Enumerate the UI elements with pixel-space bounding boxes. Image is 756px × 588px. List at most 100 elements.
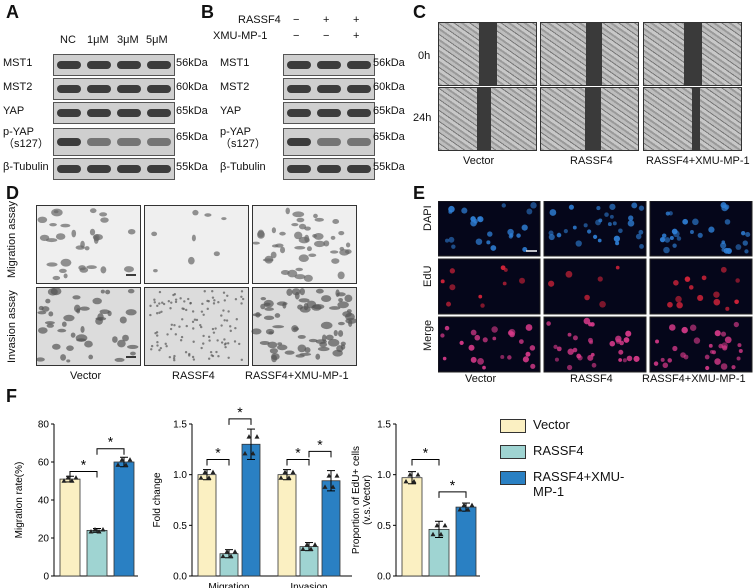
- a-band: [147, 61, 171, 69]
- a-band: [117, 61, 141, 69]
- col-rassf4: RASSF4: [172, 370, 215, 382]
- cell-mark: [299, 288, 305, 296]
- cell-mark: [211, 327, 215, 331]
- cell-mark: [270, 251, 277, 259]
- col-5um: 5μM: [146, 34, 168, 46]
- cell-mark: [47, 288, 58, 296]
- cell-mark: [41, 306, 50, 312]
- nucleus-mark: [734, 299, 739, 305]
- data-point: [69, 478, 75, 483]
- nucleus-mark: [625, 330, 632, 337]
- cell-mark: [59, 268, 67, 273]
- cell-mark: [127, 288, 135, 294]
- cell-mark: [191, 310, 195, 313]
- cell-mark: [156, 341, 159, 344]
- cell-mark: [173, 354, 176, 358]
- cell-mark: [174, 333, 178, 336]
- b-band: [347, 85, 371, 93]
- nucleus-mark: [572, 225, 577, 230]
- cell-mark: [123, 266, 134, 273]
- cell-mark: [221, 217, 227, 221]
- cell-mark: [174, 298, 178, 301]
- cell-mark: [52, 343, 61, 350]
- legend-label: Vector: [533, 417, 570, 432]
- cell-mark: [52, 275, 61, 281]
- mark: +: [353, 14, 360, 26]
- data-point: [206, 475, 212, 480]
- a-band: [147, 138, 171, 146]
- data-point: [308, 546, 314, 552]
- data-point: [326, 473, 332, 478]
- nucleus-mark: [672, 345, 678, 352]
- cell-mark: [192, 327, 195, 330]
- b-band: [287, 85, 311, 93]
- panel-b: RASSF4 XMU-MP-1 − + + − − + MST1 56kDa MST…: [0, 0, 410, 180]
- data-point: [232, 549, 238, 554]
- y-tick-label: 40: [38, 496, 50, 507]
- cell-mark: [229, 329, 232, 333]
- data-point: [202, 469, 208, 475]
- data-point: [407, 472, 413, 477]
- significance-star: *: [237, 404, 243, 420]
- cell-mark: [268, 331, 274, 335]
- nucleus-mark: [682, 218, 689, 225]
- a-blot-strip: [53, 54, 175, 76]
- a-protein-label: YAP: [3, 105, 25, 117]
- b-blot-strip: [283, 102, 375, 124]
- data-point: [411, 478, 417, 484]
- nucleus-mark: [549, 209, 557, 216]
- nucleus-mark: [714, 358, 721, 365]
- cell-mark: [93, 235, 99, 244]
- cell-mark: [79, 267, 89, 273]
- mark: −: [323, 30, 330, 42]
- y-tick-label: 1.0: [173, 470, 187, 481]
- nucleus-mark: [667, 358, 673, 363]
- nucleus-mark: [697, 294, 704, 302]
- cell-mark: [84, 340, 93, 348]
- cell-mark: [202, 342, 205, 345]
- cell-mark: [202, 313, 205, 317]
- cell-mark: [200, 310, 204, 313]
- nucleus-mark: [731, 365, 736, 370]
- cell-mark: [48, 311, 54, 317]
- a-blot-strip: [53, 128, 175, 156]
- cell-mark: [89, 228, 96, 236]
- nucleus-mark: [446, 301, 452, 307]
- a-kda-label: 60kDa: [176, 81, 208, 93]
- col-rassf4-xmu: RASSF4+XMU-MP-1: [642, 373, 746, 385]
- nucleus-mark: [618, 358, 623, 362]
- cell-mark: [332, 349, 343, 357]
- nucleus-mark: [676, 301, 683, 309]
- legend-swatch-rassf4: [500, 445, 526, 459]
- b-blot-strip: [283, 158, 375, 180]
- nucleus-mark: [708, 343, 713, 348]
- cell-mark: [306, 246, 312, 252]
- b-kda-label: 55kDa: [373, 161, 405, 173]
- cell-mark: [214, 327, 217, 330]
- data-point: [65, 475, 71, 480]
- data-point: [220, 553, 226, 559]
- cell-mark: [271, 227, 277, 234]
- a-band: [57, 138, 81, 146]
- cell-mark: [296, 217, 305, 223]
- fluor-field: [649, 201, 753, 257]
- cell-mark: [338, 330, 344, 337]
- cell-mark: [60, 258, 72, 267]
- b-blot-strip: [283, 54, 375, 76]
- cell-mark: [291, 288, 301, 296]
- cell-mark: [308, 338, 318, 343]
- cell-mark: [89, 208, 97, 214]
- data-point: [312, 542, 318, 547]
- cell-mark: [179, 339, 183, 342]
- nucleus-mark: [688, 285, 694, 290]
- cell-mark: [269, 348, 279, 354]
- cell-mark: [298, 236, 310, 244]
- significance-star: *: [317, 436, 323, 452]
- cell-mark: [127, 344, 139, 349]
- col-vector: Vector: [465, 373, 497, 385]
- nucleus-mark: [653, 361, 659, 366]
- data-point: [88, 529, 94, 534]
- significance-star: *: [450, 477, 456, 493]
- cell-mark: [227, 310, 230, 313]
- cell-mark: [44, 321, 55, 325]
